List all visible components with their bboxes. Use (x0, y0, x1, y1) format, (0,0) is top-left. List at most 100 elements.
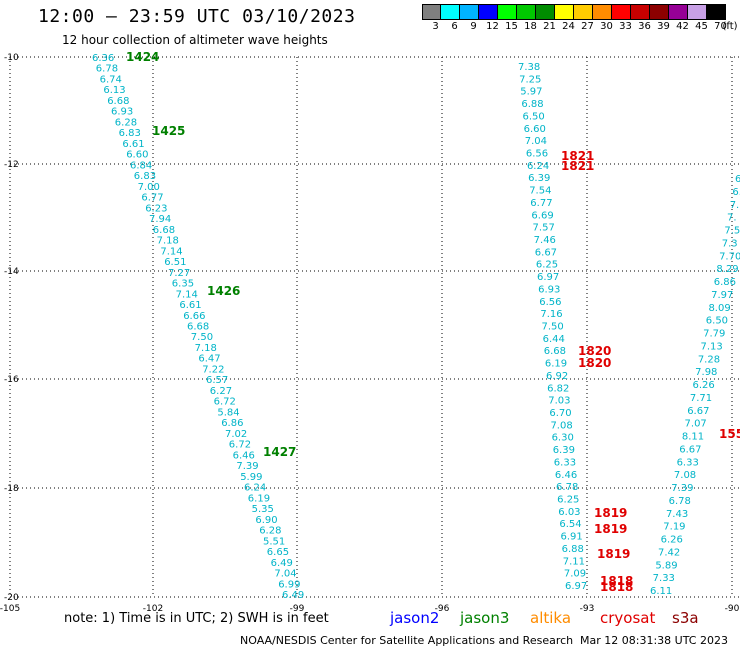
wave-height-value: 6.65 (267, 547, 289, 558)
wave-height-value: 7.22 (202, 364, 224, 375)
wave-height-value: 5.97 (520, 87, 542, 98)
satellite-legend-item: altika (530, 609, 572, 627)
wave-height-value: 6.60 (524, 124, 546, 135)
wave-height-value: 7.04 (525, 136, 547, 147)
wave-height-value: 5.84 (217, 407, 239, 418)
wave-height-value: 7.14 (176, 289, 198, 300)
wave-height-value: 7.38 (518, 62, 540, 73)
wave-height-value: 6.84 (130, 160, 152, 171)
wave-height-value: 6.39 (553, 445, 575, 456)
scale-tick-label: 36 (638, 21, 651, 32)
wave-height-value: 7.71 (690, 393, 712, 404)
wave-height-value: 6.69 (531, 210, 553, 221)
wave-height-value: 6.39 (528, 173, 550, 184)
scale-tick-label: 70 (714, 21, 727, 32)
wave-height-value: 6.28 (259, 526, 281, 537)
scale-swatch (498, 4, 517, 20)
wave-height-value: 8.09 (708, 303, 730, 314)
longitude-label: -102 (143, 604, 163, 614)
scale-swatch (593, 4, 612, 20)
wave-height-value: 7.02 (225, 429, 247, 440)
wave-height-value: 6.13 (103, 85, 125, 96)
wave-height-value: 6. (735, 174, 740, 185)
wave-height-value: 6.57 (206, 375, 228, 386)
wave-height-value: 7.3 (722, 238, 738, 249)
wave-height-value: 6.70 (549, 408, 571, 419)
wave-height-value: 6.67 (679, 444, 701, 455)
scale-tick-label: 30 (600, 21, 613, 32)
scale-swatch (688, 4, 707, 20)
pass-time-label: 155 (719, 427, 740, 441)
scale-swatch (422, 4, 441, 20)
wave-height-value: 7.94 (149, 214, 171, 225)
wave-height-value: 6.25 (536, 260, 558, 271)
pass-time-label: 1818 (600, 574, 633, 588)
wave-height-value: 7.39 (671, 483, 693, 494)
wave-height-value: 7.39 (236, 461, 258, 472)
pass-time-label: 1820 (578, 344, 611, 358)
scale-tick-label: 45 (695, 21, 708, 32)
wave-height-value: 7.5 (724, 226, 740, 237)
pass-time-label: 1819 (594, 506, 627, 520)
longitude-label: -99 (290, 604, 305, 614)
latitude-label: -14 (4, 267, 19, 277)
wave-height-value: 6.56 (539, 297, 561, 308)
wave-height-value: 7.46 (534, 235, 556, 246)
wave-height-value: 7.97 (711, 290, 733, 301)
wave-height-value: 5.89 (655, 560, 677, 571)
wave-height-value: 6.11 (650, 586, 672, 597)
wave-height-value: 7.25 (519, 74, 541, 85)
pass-time-label: 1821 (561, 149, 594, 163)
wave-height-value: 8.29 (716, 264, 738, 275)
wave-height-value: 7.16 (540, 309, 562, 320)
longitude-label: -105 (0, 604, 20, 614)
wave-height-value: 6.61 (179, 300, 201, 311)
wave-height-value: 7.42 (658, 547, 680, 558)
wave-height-value: 6.19 (545, 359, 567, 370)
wave-height-value: 6.97 (565, 581, 587, 592)
scale-tick-label: 42 (676, 21, 689, 32)
wave-height-value: 7.33 (653, 573, 675, 584)
satellite-legend-item: s3a (672, 609, 699, 627)
pass-time-label: 1820 (578, 356, 611, 370)
wave-height-value: 6.49 (282, 590, 304, 601)
latitude-label: -20 (4, 593, 19, 603)
wave-height-value: 6.86 (714, 277, 736, 288)
satellite-legend-item: cryosat (600, 609, 656, 627)
wave-height-value: 6.44 (543, 334, 565, 345)
wave-height-value: 6.72 (229, 440, 251, 451)
wave-height-value: 6.74 (100, 74, 122, 85)
wave-height-value: 6.33 (677, 457, 699, 468)
wave-height-value: 6.24 (244, 483, 266, 494)
wave-height-value: 6.93 (111, 107, 133, 118)
wave-height-value: 6.67 (535, 247, 557, 258)
scale-swatch (574, 4, 593, 20)
scale-swatch (479, 4, 498, 20)
wave-height-value: 6.33 (554, 457, 576, 468)
wave-height-value: 7.11 (563, 556, 585, 567)
wave-height-value: 6.88 (521, 99, 543, 110)
wave-height-value: 6.88 (562, 544, 584, 555)
wave-height-value: 6.56 (526, 149, 548, 160)
wave-height-value: 6.35 (172, 279, 194, 290)
wave-height-value: 6.61 (122, 139, 144, 150)
axis-labels: -10 -12 -14 -16 -18 -20-105 -102 -99 -96 -93 -90 (0, 53, 740, 614)
scale-tick-label: 9 (470, 21, 477, 32)
scale-tick-label: 15 (505, 21, 518, 32)
wave-height-value: 6.54 (559, 519, 581, 530)
wave-height-value: 7.50 (542, 322, 564, 333)
pass-time-label: 1819 (597, 547, 630, 561)
wave-height-value: 6.26 (661, 535, 683, 546)
scale-swatch (536, 4, 555, 20)
wave-height-value: 7.08 (674, 470, 696, 481)
wave-height-value: 6.83 (119, 128, 141, 139)
scale-tick-label: 27 (581, 21, 594, 32)
scale-unit-label: (ft) (722, 21, 738, 32)
wave-height-value: 6.24 (527, 161, 549, 172)
wave-height-value: 6.67 (687, 406, 709, 417)
wave-height-value: 6.46 (555, 470, 577, 481)
scale-tick-label: 18 (524, 21, 537, 32)
wave-height-value: 7.98 (695, 367, 717, 378)
wave-height-value: 6.46 (233, 450, 255, 461)
wave-height-value: 6.82 (547, 383, 569, 394)
